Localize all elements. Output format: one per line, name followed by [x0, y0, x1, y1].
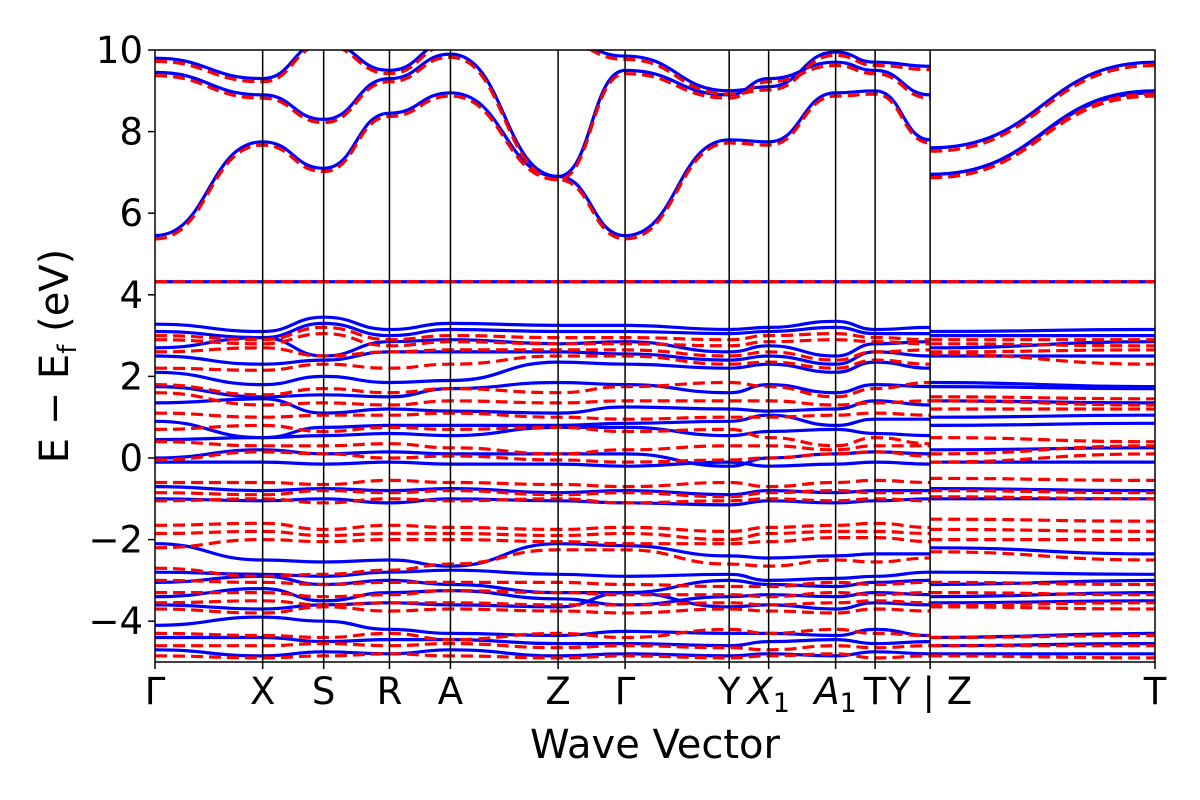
red-valence-band-14: [155, 517, 1155, 533]
x-tick-label: X1: [745, 670, 790, 719]
x-tick-label: Y: [717, 670, 741, 713]
red-valence-band-21: [155, 605, 1155, 615]
red-valence-band-24: [155, 652, 1155, 660]
red-valence-band-15: [155, 527, 1155, 542]
x-tick-label: S: [312, 670, 336, 713]
red-valence-band-12: [155, 489, 1155, 499]
red-valence-band-20: [155, 599, 1155, 607]
x-tick-label: A1: [812, 670, 857, 719]
red-valence-band-7: [155, 407, 1155, 421]
red-conduction-band-3: [155, 50, 1155, 153]
red-valence-band-22: [155, 627, 1155, 642]
y-tick-label: 10: [96, 29, 143, 72]
red-valence-band-8: [155, 423, 1155, 448]
x-tick-label: Γ: [145, 670, 166, 713]
y-tick-label: 4: [119, 274, 143, 317]
blue-conduction-band-3: [155, 50, 1155, 150]
x-tick-label: A: [438, 670, 463, 713]
y-tick-label: 2: [119, 355, 143, 398]
y-axis-label: E − Ef (eV): [32, 249, 83, 464]
red-valence-band-9: [155, 440, 1155, 456]
red-valence-band-19: [155, 589, 1155, 599]
x-tick-label: X: [250, 670, 275, 713]
red-valence-band-3: [155, 346, 1155, 362]
y-axis-label-unit: (eV): [32, 249, 78, 345]
x-tick-label: R: [377, 670, 403, 713]
x-tick-label: T: [1143, 670, 1167, 713]
red-valence-band-10: [155, 450, 1155, 464]
x-tick-label: Z: [545, 670, 570, 713]
red-valence-band-18: [155, 578, 1155, 589]
y-tick-label: 0: [119, 437, 143, 480]
y-axis: −4 −2 0 2 4 6 8 10: [88, 29, 155, 643]
high-symmetry-lines: [261, 50, 931, 662]
y-tick-label: −2: [88, 519, 143, 562]
red-valence-band-11: [155, 476, 1155, 489]
red-valence-band-6: [155, 391, 1155, 407]
y-tick-label: −4: [88, 600, 143, 643]
red-valence-band-13: [155, 495, 1155, 505]
red-valence-band-16: [155, 535, 1155, 550]
blue-conduction-band-2: [155, 52, 1155, 179]
y-axis-label-subscript: f: [53, 344, 83, 354]
y-axis-label-main: E − E: [32, 354, 78, 464]
red-conduction-band-2: [155, 55, 1155, 182]
x-tick-label: Y | Z: [887, 670, 972, 713]
red-valence-band-2: [155, 332, 1155, 348]
x-tick-label: T: [863, 670, 887, 713]
y-tick-label: 6: [119, 192, 143, 235]
x-tick-label: Γ: [615, 670, 636, 713]
x-axis-label: Wave Vector: [530, 722, 781, 768]
red-valence-band-4: [155, 352, 1155, 372]
plot-frame: [154, 49, 1156, 663]
y-tick-label: 8: [119, 111, 143, 154]
red-valence-band-23: [155, 642, 1155, 652]
